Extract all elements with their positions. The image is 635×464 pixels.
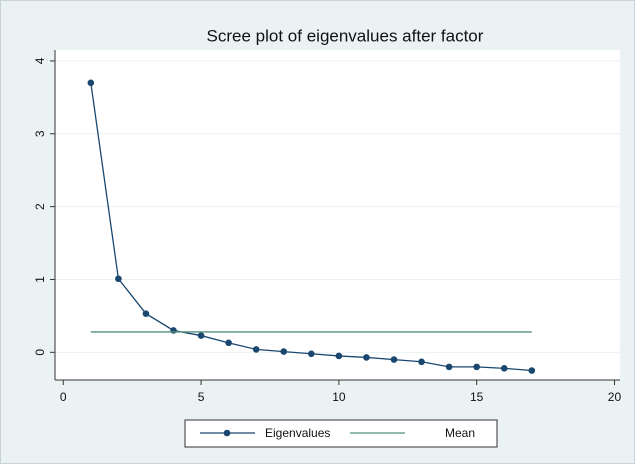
point xyxy=(87,79,95,87)
legend-marker xyxy=(223,429,231,437)
y-tick-label: 3 xyxy=(33,130,47,137)
point xyxy=(445,363,453,371)
chart-title: Scree plot of eigenvalues after factor xyxy=(207,26,484,45)
point xyxy=(363,354,370,361)
point xyxy=(500,365,508,372)
point xyxy=(418,358,425,366)
y-tick-label: 1 xyxy=(33,276,47,283)
point xyxy=(115,275,122,283)
point xyxy=(170,327,177,334)
point xyxy=(142,310,150,318)
point xyxy=(225,339,232,347)
point xyxy=(308,350,315,358)
x-tick-label: 0 xyxy=(60,390,67,404)
y-tick-label: 2 xyxy=(33,203,47,210)
y-tick-label: 4 xyxy=(33,57,47,64)
x-tick-label: 20 xyxy=(608,390,622,404)
x-tick-label: 15 xyxy=(470,390,484,404)
point xyxy=(528,367,536,374)
legend-label: Mean xyxy=(445,426,475,440)
point xyxy=(473,363,480,371)
point xyxy=(197,332,205,339)
point xyxy=(390,356,398,363)
plot-area xyxy=(55,50,620,380)
x-tick-label: 5 xyxy=(198,390,205,404)
point xyxy=(280,348,288,355)
point xyxy=(252,346,260,353)
legend-label: Eigenvalues xyxy=(265,426,330,440)
x-tick-label: 10 xyxy=(332,390,346,404)
y-tick-label: 0 xyxy=(33,349,47,356)
point xyxy=(335,352,343,360)
